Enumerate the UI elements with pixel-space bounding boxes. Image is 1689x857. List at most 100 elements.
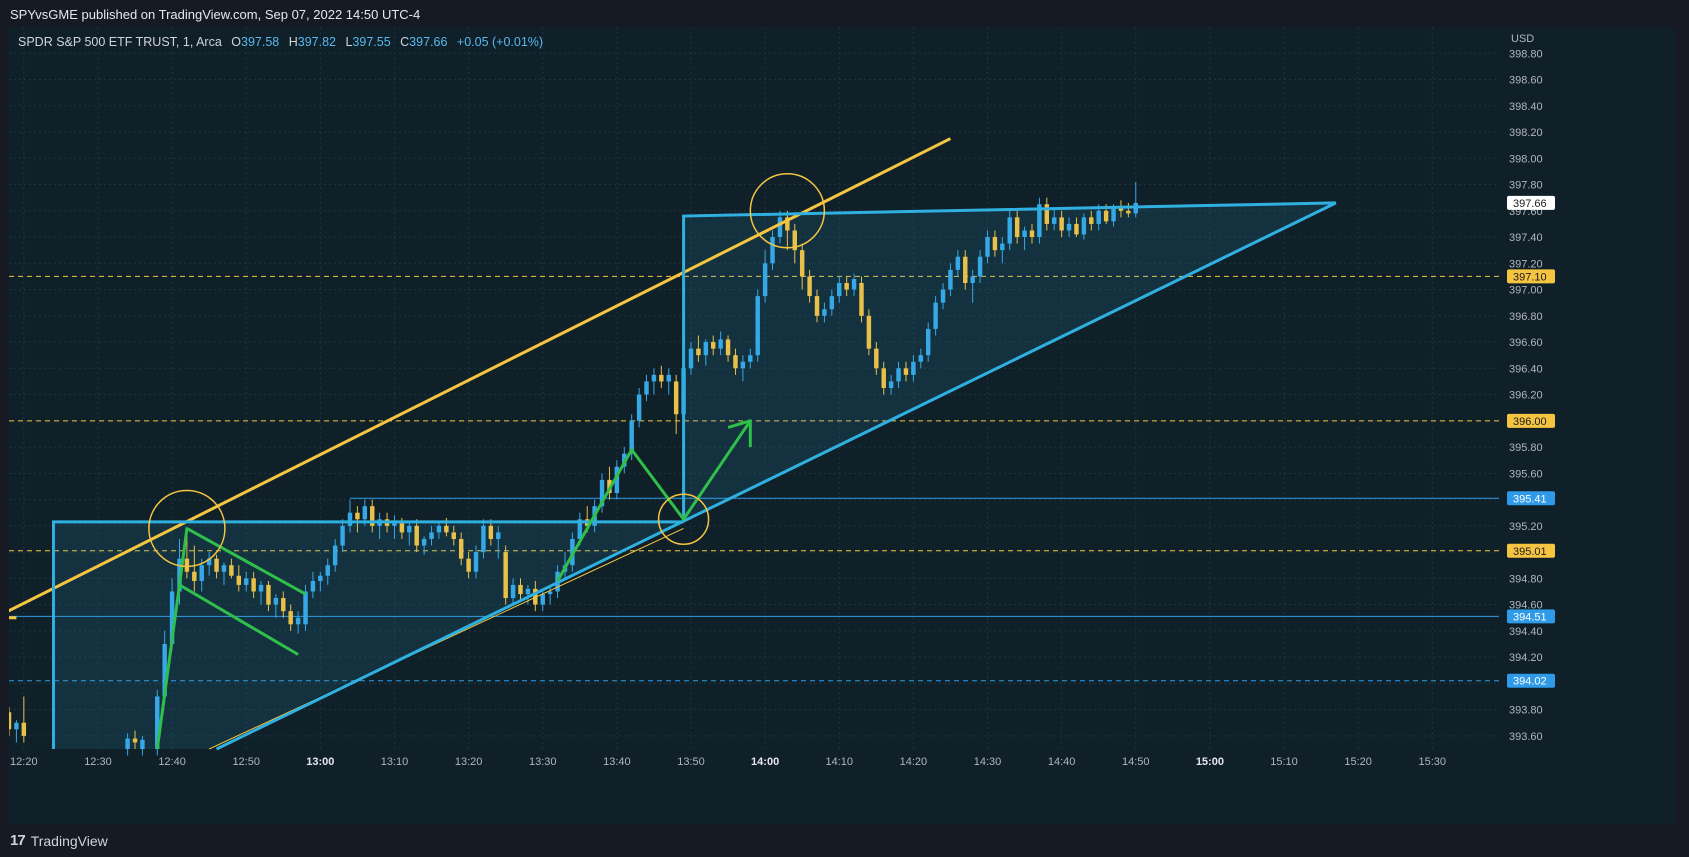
candle-body[interactable] [1118,208,1124,211]
candle-body[interactable] [851,279,857,290]
candle-body[interactable] [963,256,968,283]
candle-body[interactable] [636,394,642,421]
candle-body[interactable] [911,361,916,375]
candle-body[interactable] [21,722,27,736]
candle-body[interactable] [266,584,271,605]
candle-body[interactable] [251,578,256,592]
candle-body[interactable] [977,256,983,277]
candle-body[interactable] [510,584,516,599]
candle-body[interactable] [881,368,886,388]
candle-body[interactable] [859,282,864,316]
footer-brand[interactable]: 17 TradingView [10,832,108,849]
candle-body[interactable] [1014,217,1020,238]
candle-body[interactable] [125,738,130,749]
candle-body[interactable] [392,523,397,526]
candle-body[interactable] [740,361,746,369]
candle-body[interactable] [221,565,227,572]
candle-body[interactable] [481,525,486,553]
candle-body[interactable] [1037,204,1042,238]
candle-body[interactable] [155,696,160,749]
candle-body[interactable] [1044,204,1050,224]
candle-body[interactable] [273,598,279,605]
candle-body[interactable] [347,512,353,526]
candle-body[interactable] [992,237,998,251]
candle-body[interactable] [807,276,812,297]
candle-body[interactable] [444,525,449,533]
candle-body[interactable] [295,617,301,625]
candle-body[interactable] [547,591,553,595]
candle-body[interactable] [1022,230,1027,238]
candle-body[interactable] [755,296,760,356]
candle-body[interactable] [407,525,412,533]
candle-body[interactable] [770,237,775,264]
candle-body[interactable] [799,250,805,277]
candle-body[interactable] [243,578,249,585]
candle-body[interactable] [866,315,872,349]
candle-body[interactable] [1089,217,1094,224]
candle-body[interactable] [9,712,12,730]
candle-body[interactable] [496,532,501,539]
candle-body[interactable] [540,594,545,605]
candle-body[interactable] [970,276,975,283]
candle-body[interactable] [888,381,894,388]
candle-body[interactable] [688,348,694,369]
candle-body[interactable] [748,355,753,362]
candle-body[interactable] [918,355,924,362]
candle-body[interactable] [644,381,649,395]
candle-body[interactable] [940,289,946,303]
candle-body[interactable] [518,584,523,595]
price-badge[interactable] [1507,195,1555,210]
candle-body[interactable] [814,296,820,316]
candle-body[interactable] [281,598,286,612]
candle-body[interactable] [1052,217,1057,224]
candle-body[interactable] [925,328,931,356]
candle-body[interactable] [332,545,338,566]
price-badge[interactable] [1507,673,1555,688]
candle-body[interactable] [1103,210,1109,222]
candle-body[interactable] [466,558,471,572]
candle-body[interactable] [696,348,701,356]
candle-body[interactable] [629,420,634,454]
candle-body[interactable] [288,611,293,625]
candle-body[interactable] [1074,223,1079,235]
candle-body[interactable] [192,571,197,581]
candle-body[interactable] [673,381,679,415]
candle-body[interactable] [355,512,360,520]
candle-body[interactable] [1096,210,1101,224]
price-badge[interactable] [1507,609,1555,624]
candle-body[interactable] [1126,210,1131,214]
price-badge[interactable] [1507,543,1555,558]
candle-body[interactable] [503,552,508,599]
candle-body[interactable] [762,263,768,297]
candle-body[interactable] [955,256,961,270]
candle-body[interactable] [659,374,664,382]
price-badge[interactable] [1507,269,1555,284]
candle-body[interactable] [703,342,709,356]
candle-body[interactable] [844,282,849,290]
candle-body[interactable] [1000,243,1005,251]
candle-body[interactable] [837,282,842,297]
candle-body[interactable] [725,339,731,356]
candle-body[interactable] [140,739,145,749]
candle-body[interactable] [458,538,464,559]
candle-body[interactable] [340,525,345,546]
candle-body[interactable] [785,217,790,231]
candle-body[interactable] [1007,217,1012,244]
candle-body[interactable] [666,374,671,382]
candle-body[interactable] [599,479,605,507]
candle-body[interactable] [1066,223,1072,231]
candle-body[interactable] [169,591,175,644]
price-badge[interactable] [1507,491,1555,506]
candle-body[interactable] [362,506,368,520]
candle-body[interactable] [1059,217,1064,231]
candle-body[interactable] [236,575,242,585]
candle-body[interactable] [14,722,19,730]
candle-body[interactable] [488,525,494,539]
candle-body[interactable] [577,519,583,539]
candle-body[interactable] [214,558,219,572]
candle-body[interactable] [525,588,531,595]
candle-body[interactable] [184,558,190,572]
candle-body[interactable] [451,532,456,539]
candle-body[interactable] [1081,217,1087,235]
candle-body[interactable] [711,342,716,349]
